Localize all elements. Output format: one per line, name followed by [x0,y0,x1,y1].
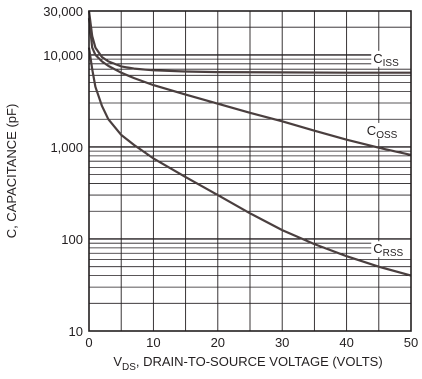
series-line-oss [87,18,412,156]
y-tick-label: 10 [69,324,83,339]
y-tick-labels: 10 100 1,000 10,000 30,000 [43,4,83,339]
y-tick-label: 1,000 [50,140,83,155]
x-tick-label: 30 [275,335,289,350]
y-tick-label: 100 [61,232,83,247]
x-tick-label: 20 [211,335,225,350]
series-label-sub: ISS [383,58,399,69]
y-tick-label: 10,000 [43,48,83,63]
x-tick-label: 0 [85,335,92,350]
series-label-main: C [373,51,382,66]
x-axis-label-sub: DS [122,362,136,373]
y-tick-label: 30,000 [43,4,83,19]
series-label-oss: COSS [367,123,398,141]
series-label-bg [371,241,412,258]
series-label-bg [371,50,412,67]
series-label-sub: OSS [376,130,397,141]
x-axis-label: VDS, DRAIN-TO-SOURCE VOLTAGE (VOLTS) [113,354,382,373]
x-tick-label: 50 [404,335,418,350]
y-axis-label: C, CAPACITANCE (pF) [4,104,19,239]
x-axis-label-rest: , DRAIN-TO-SOURCE VOLTAGE (VOLTS) [136,354,383,369]
series-line-rss [87,47,412,277]
grid-lines [89,11,411,331]
series-line-iss [87,10,411,74]
x-tick-label: 40 [339,335,353,350]
series-label-main: C [373,241,382,256]
x-tick-labels: 0 10 20 30 40 50 [85,335,418,350]
series-label-main: C [367,123,376,138]
series-lines [87,10,412,277]
series-label-bg [364,122,405,139]
plot-frame [88,10,412,332]
series-label-sub: RSS [383,248,404,259]
x-axis-label-main: V [113,354,122,369]
x-tick-label: 10 [146,335,160,350]
series-label-iss: CISS [373,51,399,69]
series-label-rss: CRSS [373,241,403,259]
